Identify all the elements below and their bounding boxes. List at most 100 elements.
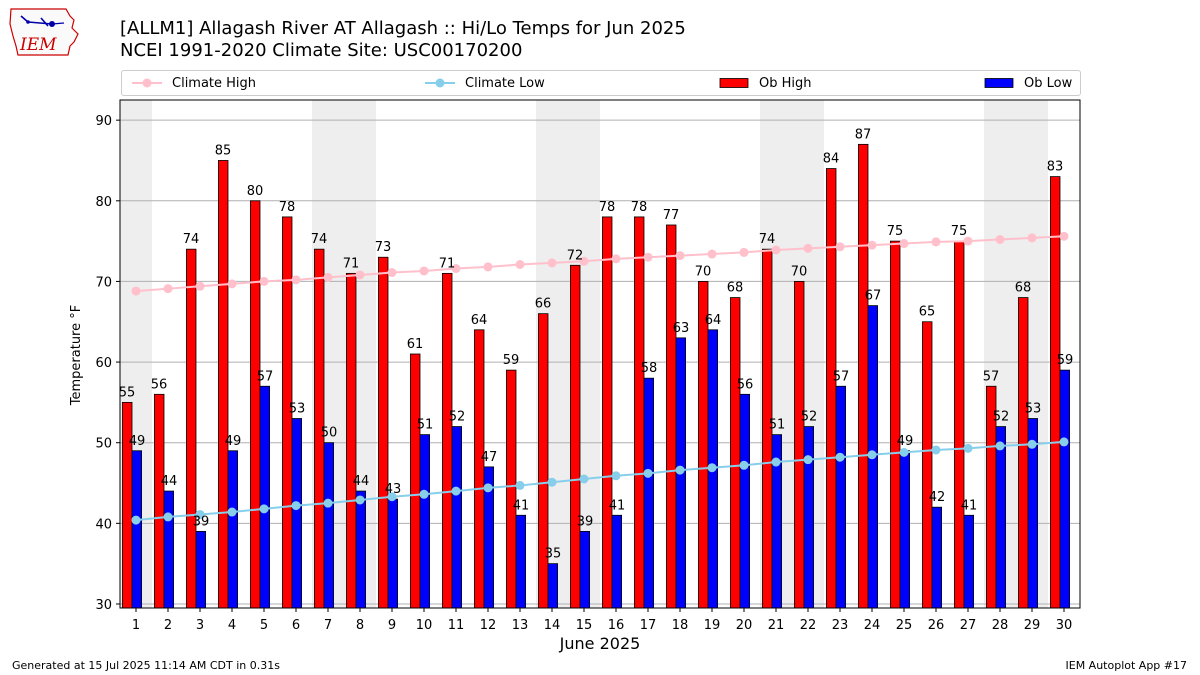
iem-logo: IEM — [8, 6, 82, 58]
bar-ob-low — [739, 393, 751, 609]
climate-low-point — [323, 498, 333, 508]
y-tick-label: 70 — [95, 275, 112, 290]
y-tick-label: 60 — [95, 356, 112, 371]
bar-ob-low — [163, 490, 175, 609]
climate-low-point — [1027, 439, 1037, 449]
climate-low-point — [931, 445, 941, 455]
bar-ob-low — [323, 442, 335, 609]
climate-high-point — [1027, 233, 1037, 243]
label-ob-low: 59 — [1057, 353, 1074, 368]
bar-ob-low — [387, 498, 399, 609]
label-ob-high: 64 — [471, 313, 488, 328]
label-ob-low: 52 — [801, 410, 818, 425]
x-tick-label: 1 — [132, 618, 140, 633]
x-tick-label: 14 — [544, 618, 561, 633]
label-ob-low: 35 — [545, 547, 562, 562]
climate-low-point — [707, 463, 717, 473]
climate-low-point — [451, 486, 461, 496]
label-ob-high: 56 — [151, 377, 168, 392]
legend-label-ob-low: Ob Low — [1024, 75, 1073, 91]
label-ob-high: 75 — [887, 224, 904, 239]
climate-low-point — [867, 450, 877, 460]
climate-low-point — [771, 457, 781, 467]
climate-high-point — [611, 254, 621, 264]
label-ob-low: 53 — [1025, 402, 1042, 417]
label-ob-high: 71 — [439, 256, 456, 271]
bar-ob-low — [419, 434, 431, 609]
climate-low-point — [611, 471, 621, 481]
x-tick-label: 19 — [704, 618, 721, 633]
bar-ob-high — [249, 200, 261, 609]
label-ob-high: 84 — [823, 152, 840, 167]
climate-low-point — [963, 443, 973, 453]
bar-ob-low — [995, 426, 1007, 609]
climate-low-point — [579, 474, 589, 484]
climate-low-point — [259, 504, 269, 514]
x-tick-label: 20 — [736, 618, 753, 633]
title-line-2: NCEI 1991-2020 Climate Site: USC00170200 — [120, 40, 523, 61]
label-ob-low: 39 — [577, 514, 594, 529]
label-ob-low: 51 — [417, 418, 434, 433]
x-tick-label: 13 — [512, 618, 529, 633]
climate-low-point — [835, 452, 845, 462]
label-ob-high: 78 — [279, 200, 296, 215]
x-tick-label: 28 — [992, 618, 1009, 633]
x-tick-label: 25 — [896, 618, 913, 633]
climate-low-point — [675, 465, 685, 475]
climate-low-point — [643, 468, 653, 478]
bar-ob-high — [922, 321, 933, 609]
climate-high-point — [547, 258, 557, 268]
climate-high-point — [963, 236, 973, 246]
bar-ob-high — [505, 369, 517, 609]
climate-low-point — [739, 460, 749, 470]
x-tick-label: 30 — [1056, 618, 1073, 633]
x-tick-label: 24 — [864, 618, 881, 633]
x-tick-label: 10 — [416, 618, 433, 633]
x-tick-label: 18 — [672, 618, 689, 633]
label-ob-high: 65 — [919, 305, 936, 320]
y-tick-label: 50 — [95, 437, 112, 452]
x-tick-label: 27 — [960, 618, 977, 633]
label-ob-high: 73 — [375, 240, 392, 255]
chart-legend: Climate High Climate Low Ob High Ob Low — [121, 70, 1081, 96]
bar-ob-low — [291, 418, 303, 609]
legend-item-climate-high: Climate High — [132, 71, 256, 95]
bar-ob-low — [931, 506, 943, 609]
climate-high-point — [707, 249, 717, 259]
label-ob-low: 44 — [353, 474, 370, 489]
bar-ob-low — [259, 385, 271, 609]
legend-label-climate-low: Climate Low — [465, 75, 545, 91]
bar-ob-low — [803, 426, 815, 609]
bar-ob-high — [473, 329, 485, 609]
label-ob-high: 71 — [343, 256, 360, 271]
bar-ob-high — [858, 143, 869, 609]
bar-ob-low — [579, 530, 591, 609]
climate-high-point — [1059, 231, 1069, 241]
x-tick-label: 26 — [928, 618, 945, 633]
label-ob-high: 57 — [983, 369, 1000, 384]
x-tick-label: 17 — [640, 618, 657, 633]
bar-ob-high — [409, 353, 421, 609]
label-ob-low: 58 — [641, 361, 658, 376]
climate-high-point — [675, 251, 685, 261]
bar-ob-low — [131, 450, 143, 609]
legend-label-ob-high: Ob High — [759, 75, 812, 91]
x-tick-label: 23 — [832, 618, 849, 633]
iowa-map-icon: IEM — [9, 8, 79, 56]
climate-low-point — [547, 477, 557, 487]
bar-ob-low — [227, 450, 239, 609]
climate-high-line — [135, 235, 1065, 293]
y-tick-label: 40 — [95, 517, 112, 532]
climate-high-point — [995, 234, 1005, 244]
legend-item-ob-low: Ob Low — [984, 71, 1072, 95]
label-ob-high: 72 — [567, 248, 584, 263]
climate-low-point — [1059, 437, 1069, 447]
footer-app: IEM Autoplot App #17 — [1065, 659, 1188, 672]
y-tick-label: 80 — [95, 195, 112, 210]
climate-low-point — [387, 492, 397, 502]
bar-ob-high — [441, 272, 453, 609]
label-ob-high: 87 — [855, 127, 872, 142]
climate-low-point — [995, 441, 1005, 451]
label-ob-low: 56 — [737, 377, 754, 392]
